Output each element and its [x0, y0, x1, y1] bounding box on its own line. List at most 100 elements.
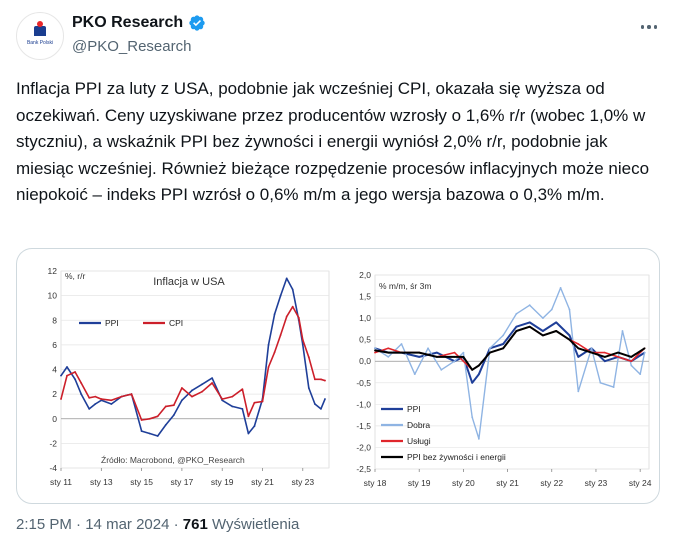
x-tick-label: sty 19	[211, 477, 234, 487]
y-tick-label: -1,5	[356, 421, 371, 431]
data-point	[568, 308, 571, 311]
account-handle[interactable]: @PKO_Research	[72, 38, 192, 55]
x-tick-label: sty 17	[171, 477, 194, 487]
data-point	[568, 334, 571, 337]
views-label: Wyświetlenia	[207, 516, 300, 533]
series-line-dobra	[374, 287, 646, 440]
account-name-row: PKO Research	[72, 14, 206, 32]
data-point	[324, 379, 326, 382]
data-point	[471, 381, 474, 384]
data-point	[191, 389, 193, 392]
account-name[interactable]: PKO Research	[72, 14, 184, 31]
tweet-text: Inflacja PPI za luty z USA, podobnie jak…	[16, 79, 650, 204]
x-tick-label: sty 19	[408, 478, 431, 488]
data-point	[453, 360, 456, 363]
y-tick-label: -2,0	[356, 442, 371, 452]
data-point	[418, 351, 421, 354]
data-point	[603, 356, 606, 358]
data-point	[241, 408, 244, 410]
y-tick-label: -1,0	[356, 399, 371, 409]
data-point	[313, 378, 316, 381]
y-tick-label: 12	[48, 266, 58, 276]
data-point	[313, 403, 316, 405]
series-line-ppi-bez-ywno-ci-i-energii	[374, 325, 646, 371]
data-point	[301, 339, 304, 341]
data-point	[568, 338, 571, 341]
data-point	[542, 330, 544, 332]
data-point	[247, 432, 250, 435]
data-point	[291, 305, 294, 308]
data-point	[542, 317, 544, 320]
data-point	[502, 347, 505, 350]
data-point	[639, 373, 642, 376]
y-tick-label: 4	[52, 365, 57, 375]
y-tick-label: -2,5	[356, 464, 371, 474]
data-point	[577, 347, 580, 350]
x-tick-label: sty 11	[50, 477, 72, 487]
data-point	[471, 416, 474, 419]
legend-label: CPI	[169, 318, 183, 328]
x-tick-label: sty 24	[629, 478, 652, 488]
data-point	[80, 393, 83, 396]
data-point	[94, 403, 97, 405]
data-point	[60, 374, 62, 377]
verified-badge-icon	[189, 15, 205, 31]
data-point	[400, 351, 403, 354]
data-point	[400, 343, 403, 345]
legend-label: PPI bez żywności i energii	[407, 452, 506, 462]
data-point	[462, 351, 465, 354]
data-point	[201, 383, 203, 386]
data-point	[453, 351, 456, 354]
data-point	[201, 390, 203, 393]
data-point	[462, 360, 465, 363]
data-point	[261, 400, 264, 403]
data-point	[435, 351, 438, 354]
x-tick-label: sty 22	[540, 478, 563, 488]
data-point	[590, 351, 593, 354]
data-point	[120, 395, 123, 398]
meta-separator: ·	[71, 516, 86, 533]
data-point	[231, 395, 234, 398]
data-point	[279, 334, 282, 336]
data-point	[477, 364, 480, 367]
data-point	[74, 378, 77, 381]
data-point	[307, 356, 310, 359]
more-options-icon[interactable]	[636, 16, 662, 38]
tweet-date[interactable]: 14 mar 2024	[85, 516, 170, 533]
data-point	[489, 347, 491, 350]
data-point	[528, 325, 531, 328]
data-point	[267, 343, 270, 346]
data-point	[140, 430, 143, 432]
data-point	[285, 315, 288, 318]
y-tick-label: 0	[52, 414, 57, 424]
data-point	[577, 356, 580, 358]
avatar[interactable]: Bank Polski	[16, 12, 64, 60]
inflation-chart: -4 -2 0 2 4 6 8 10 12 sty 11 sty 13 sty 15 sty 17 sty…	[48, 266, 330, 487]
data-point	[94, 395, 97, 398]
tweet-media[interactable]: -4 -2 0 2 4 6 8 10 12 sty 11 sty 13 sty 15 sty 17 sty…	[16, 248, 660, 504]
data-point	[247, 415, 250, 418]
data-point	[435, 356, 438, 358]
data-point	[630, 364, 633, 367]
series-line-ppi	[60, 277, 326, 437]
data-point	[74, 371, 77, 373]
y-tick-label: 6	[52, 340, 57, 350]
data-point	[100, 398, 103, 400]
data-point	[172, 414, 175, 416]
data-point	[156, 435, 159, 437]
data-point	[172, 404, 175, 407]
series-line-cpi	[60, 305, 326, 421]
data-point	[515, 325, 518, 328]
data-point	[241, 388, 244, 391]
data-point	[502, 334, 505, 337]
data-point	[285, 277, 288, 280]
tweet-time[interactable]: 2:15 PM	[16, 516, 72, 533]
data-point	[88, 396, 91, 399]
y-tick-label: -2	[49, 438, 57, 448]
data-point	[110, 403, 113, 405]
chart-title: Inflacja w USA	[153, 276, 225, 288]
x-tick-label: sty 23	[585, 478, 608, 488]
data-point	[477, 373, 480, 376]
data-point	[297, 316, 300, 319]
data-point	[231, 405, 234, 408]
